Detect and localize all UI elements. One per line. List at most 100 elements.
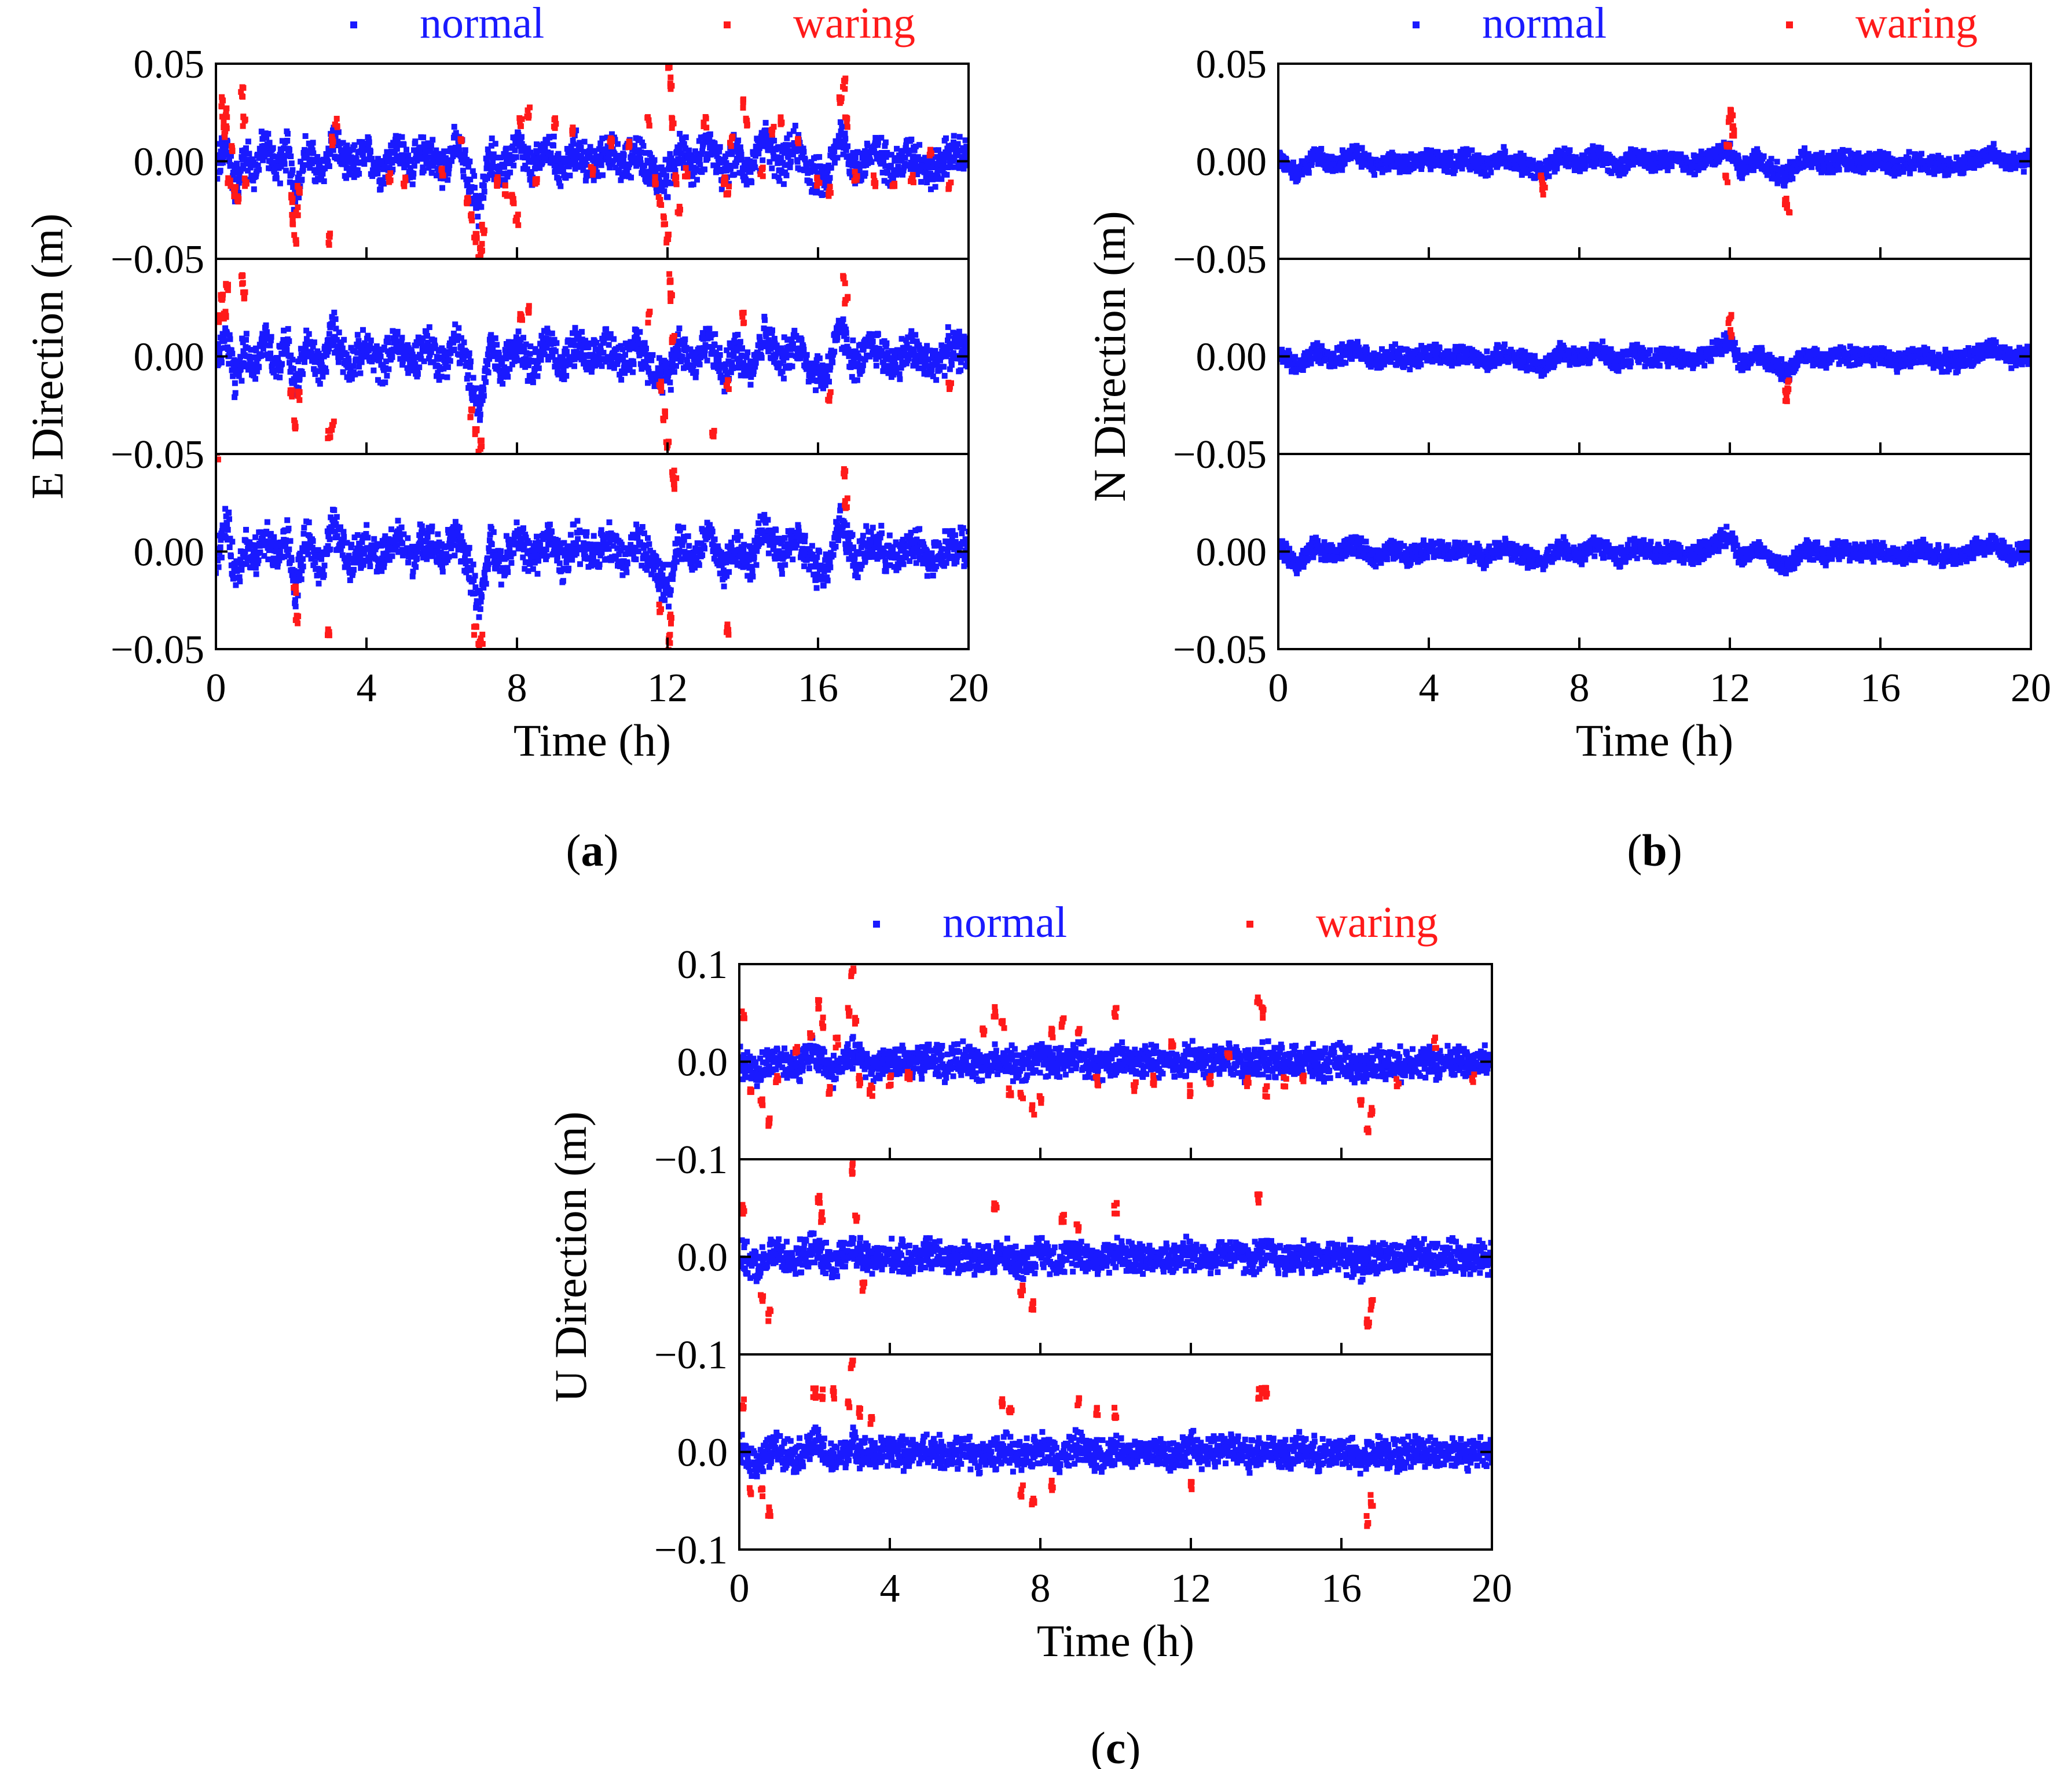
normal-point (785, 154, 791, 160)
normal-point (636, 548, 641, 555)
normal-point (381, 564, 387, 570)
normal-point (874, 135, 881, 142)
warning-point (225, 178, 232, 185)
normal-point (239, 567, 245, 573)
warning-point (668, 86, 674, 92)
normal-point (724, 347, 730, 353)
normal-point (446, 554, 452, 560)
normal-point (494, 565, 500, 572)
normal-point (249, 558, 255, 564)
normal-point (384, 335, 391, 341)
normal-point (266, 140, 273, 146)
normal-point (842, 135, 849, 142)
normal-point (837, 325, 844, 332)
normal-point (822, 164, 828, 170)
normal-point (420, 335, 426, 342)
normal-point (631, 342, 637, 348)
normal-point (775, 174, 782, 181)
normal-point (686, 147, 692, 153)
normal-point (768, 138, 774, 145)
normal-point (857, 371, 863, 377)
normal-point (513, 334, 519, 340)
normal-point (850, 337, 856, 343)
normal-point (496, 170, 502, 176)
normal-point (513, 541, 519, 548)
y-tick-label: 0.05 (134, 42, 205, 87)
normal-point (783, 354, 790, 361)
normal-point (758, 354, 765, 361)
normal-point (645, 365, 651, 372)
normal-point (287, 146, 292, 153)
warning-point (515, 211, 521, 218)
normal-point (445, 527, 451, 533)
normal-point (653, 185, 659, 191)
normal-point (734, 159, 740, 166)
normal-point (313, 170, 319, 176)
normal-point (373, 343, 380, 349)
normal-point (463, 561, 469, 566)
normal-point (216, 152, 222, 159)
normal-point (432, 155, 438, 161)
normal-point (657, 370, 663, 376)
normal-point (422, 346, 428, 352)
normal-point (281, 161, 288, 167)
normal-point (322, 165, 328, 171)
normal-point (809, 168, 815, 174)
normal-point (252, 534, 259, 540)
normal-point (683, 145, 689, 152)
normal-point (580, 356, 586, 362)
normal-point (296, 170, 302, 177)
normal-point (437, 366, 443, 372)
normal-point (490, 342, 496, 348)
normal-point (432, 151, 438, 158)
warning-point (330, 422, 336, 428)
warning-point (330, 138, 336, 145)
normal-point (569, 556, 575, 563)
normal-point (870, 338, 876, 345)
normal-point (468, 188, 474, 194)
normal-point (381, 345, 387, 350)
normal-point (930, 176, 936, 182)
normal-point (281, 554, 288, 560)
normal-point (842, 130, 848, 137)
normal-point (845, 347, 852, 353)
normal-point (620, 157, 626, 163)
normal-point (762, 120, 769, 126)
normal-point (278, 163, 284, 170)
normal-point (829, 356, 835, 361)
normal-point (846, 170, 853, 177)
normal-point (426, 324, 432, 330)
normal-point (432, 343, 438, 350)
normal-point (580, 529, 586, 535)
warning-point (327, 230, 333, 237)
normal-point (234, 160, 240, 167)
normal-point (220, 159, 226, 166)
normal-point (526, 362, 532, 368)
normal-point (426, 525, 432, 531)
normal-point (907, 147, 913, 153)
normal-point (284, 517, 291, 523)
normal-point (450, 331, 457, 336)
warning-point (684, 173, 691, 180)
normal-point (560, 547, 566, 553)
normal-point (958, 359, 964, 365)
normal-point (661, 188, 668, 195)
normal-point (481, 182, 487, 189)
normal-point (641, 555, 648, 562)
normal-point (445, 170, 452, 177)
warning-point (709, 430, 716, 435)
normal-point (817, 174, 824, 181)
normal-point (586, 545, 592, 552)
normal-point (476, 405, 483, 412)
normal-point (217, 167, 223, 174)
normal-point (432, 541, 439, 547)
normal-point (959, 337, 965, 343)
normal-point (663, 361, 669, 367)
normal-point (541, 155, 548, 162)
normal-point (532, 346, 538, 352)
normal-point (449, 158, 455, 164)
normal-point (584, 541, 591, 547)
normal-point (717, 144, 723, 150)
normal-point (624, 569, 630, 576)
normal-point (735, 332, 741, 338)
